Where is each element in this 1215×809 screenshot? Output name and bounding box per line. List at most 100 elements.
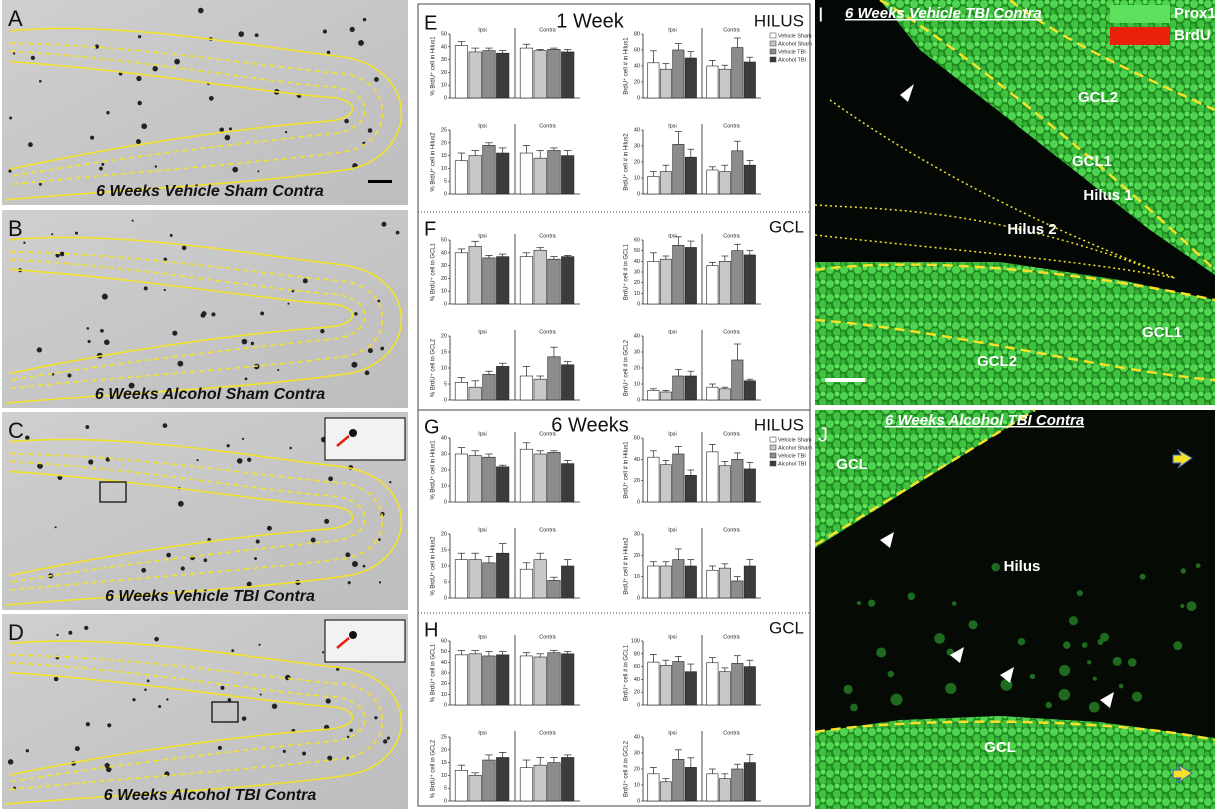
cell-dot [218,746,222,750]
bar [455,770,468,801]
y-tick-label: 0 [637,499,640,505]
cell-dot [285,131,287,133]
bar [707,387,718,400]
bar [496,655,509,705]
legend-label: Alcohol Sham [778,445,812,451]
cell-dot [258,644,260,646]
group-label: Ipsi [668,527,677,533]
cell-signal [1180,604,1184,608]
bar [520,768,533,801]
cell-signal [1089,702,1100,713]
figure: A6 Weeks Vehicle Sham ContraB6 Weeks Alc… [0,0,1215,809]
y-tick-label: 5 [444,179,447,185]
legend-label: Alcohol Sham [778,41,812,47]
y-tick-label: 20 [634,766,640,772]
cell-dot [322,651,324,653]
cell-dot [358,40,364,46]
cell-dot [345,552,350,557]
y-tick-label: 50 [634,248,640,254]
cell-dot [383,739,387,743]
bar [744,165,755,194]
y-tick-label: 5 [444,786,447,792]
bar [469,560,482,598]
group-label: Contra [539,233,556,239]
cell-dot [242,716,247,721]
group-label: Ipsi [668,431,677,437]
legend-label: Vehicle Sham [778,33,812,39]
bar [455,253,468,304]
bar [744,62,755,98]
section-letter: F [424,218,436,240]
bar [548,452,561,502]
cell-signal [876,648,886,658]
y-tick-label: 25 [441,734,447,740]
legend-swatch [770,445,776,450]
y-tick-label: 10 [634,782,640,788]
inset-cell [349,429,357,437]
cell-dot [13,52,15,54]
group-label: Ipsi [478,233,487,239]
cell-dot [178,501,184,507]
region-label: Hilus 2 [1007,221,1056,238]
cell-signal [1100,633,1109,642]
panel-letter: I [818,4,824,26]
cell-dot [225,135,231,141]
y-tick-label: 30 [634,750,640,756]
cell-dot [211,312,215,316]
cell-dot [106,767,111,772]
y-tick-label: 0 [444,702,447,708]
region-label: Hilus [1004,558,1041,575]
cell-signal [1046,702,1052,708]
bar [496,757,509,801]
bar [685,157,696,194]
region-label: GCL [769,217,804,236]
cell-dot [349,728,353,732]
bar [685,247,696,304]
bar [496,53,509,98]
bar [455,454,468,502]
cell-dot [256,539,260,543]
group-label: Ipsi [668,634,677,640]
cell-dot [198,8,204,14]
legend-label: Vehicle TBI [778,49,806,55]
cell-dot [347,736,349,738]
bar [534,250,547,304]
y-tick-label: 10 [634,574,640,580]
cell-dot [237,458,243,464]
cell-dot [166,698,168,700]
bar [744,566,755,598]
y-tick-label: 30 [634,531,640,537]
cell-signal [857,601,861,605]
cell-signal [890,694,902,706]
cell-dot [163,423,168,428]
y-tick-label: 20 [441,747,447,753]
cell-dot [196,459,198,461]
legend-label: Vehicle TBI [778,453,806,459]
cell-dot [174,59,180,65]
bar [673,376,684,400]
cell-dot [257,170,259,172]
cell-dot [141,123,147,129]
cell-dot [85,425,89,429]
bar [707,570,718,598]
y-tick-label: 30 [441,451,447,457]
bar [561,52,574,98]
panel-caption: 6 Weeks Vehicle TBI Contra [105,588,315,605]
bar [534,657,547,705]
bar [732,581,743,598]
inset [325,418,405,460]
cell-signal [1119,684,1124,689]
cell-dot [344,119,349,124]
y-axis-label: BrdU⁺ cell # in Hilus2 [623,133,630,191]
y-tick-label: 20 [634,365,640,371]
cell-dot [260,693,262,695]
region-label: GCL [769,618,804,637]
cell-dot [351,362,357,368]
y-tick-label: 20 [441,333,447,339]
y-tick-label: 10 [441,773,447,779]
bar [673,560,684,598]
section-letter: H [424,619,438,641]
y-tick-label: 30 [634,269,640,275]
cell-dot [247,458,251,462]
y-tick-label: 30 [634,143,640,149]
